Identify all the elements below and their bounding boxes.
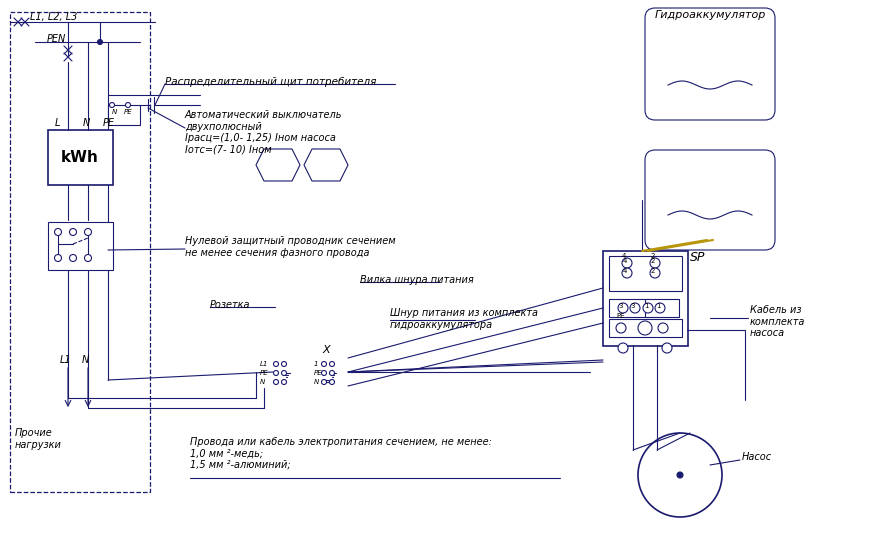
Circle shape — [274, 371, 279, 375]
Text: 4: 4 — [623, 258, 628, 264]
Text: L1: L1 — [260, 361, 268, 367]
Circle shape — [126, 103, 130, 107]
Text: Кабель из
комплекта
насоса: Кабель из комплекта насоса — [750, 305, 805, 338]
Text: N: N — [260, 379, 265, 385]
Bar — [108, 105, 140, 125]
Circle shape — [650, 258, 660, 268]
Text: 3: 3 — [619, 303, 623, 309]
Circle shape — [322, 380, 327, 384]
Text: 3: 3 — [631, 303, 635, 309]
Text: 1: 1 — [644, 303, 649, 309]
Circle shape — [98, 40, 102, 45]
Bar — [609, 299, 649, 317]
Circle shape — [618, 343, 628, 353]
Polygon shape — [256, 149, 300, 181]
Bar — [10, 12, 150, 492]
Text: 1,5 мм ²-алюминий;: 1,5 мм ²-алюминий; — [190, 460, 291, 470]
Text: 2: 2 — [651, 268, 656, 274]
Bar — [603, 251, 688, 346]
Text: Автоматический выключатель
двухполюсный
Iрасц=(1,0- 1,25) Iном насоса
Iотс=(7- 1: Автоматический выключатель двухполюсный … — [185, 110, 343, 155]
Text: PE: PE — [617, 313, 625, 319]
Circle shape — [622, 268, 632, 278]
Circle shape — [630, 303, 640, 313]
Circle shape — [655, 303, 665, 313]
Text: Гидроаккумулятор: Гидроаккумулятор — [655, 10, 766, 20]
Bar — [48, 130, 113, 185]
Text: PE: PE — [314, 370, 323, 376]
Text: N: N — [83, 118, 90, 128]
Bar — [609, 319, 682, 337]
Text: Провода или кабель электропитания сечением, не менее:: Провода или кабель электропитания сечени… — [190, 437, 492, 447]
Text: Розетка: Розетка — [210, 300, 251, 310]
Text: 2: 2 — [651, 258, 656, 264]
Text: L: L — [55, 118, 60, 128]
Text: kWh: kWh — [61, 149, 99, 164]
Text: L1, L2, L3: L1, L2, L3 — [30, 12, 78, 22]
Text: Насос: Насос — [742, 452, 772, 462]
Circle shape — [650, 268, 660, 278]
Circle shape — [638, 321, 652, 335]
Text: 1: 1 — [314, 361, 318, 367]
Bar — [609, 256, 682, 291]
Text: Вилка шнура питания: Вилка шнура питания — [360, 275, 474, 285]
Text: Распределительный щит потребителя: Распределительный щит потребителя — [165, 77, 377, 87]
Circle shape — [70, 229, 77, 236]
Circle shape — [322, 361, 327, 366]
Circle shape — [329, 371, 335, 375]
Text: 4: 4 — [623, 268, 628, 274]
Text: Прочие
нагрузки: Прочие нагрузки — [15, 428, 62, 449]
Text: PE: PE — [124, 109, 133, 115]
Text: PE: PE — [260, 370, 268, 376]
Circle shape — [658, 323, 668, 333]
Text: SP: SP — [690, 251, 705, 264]
Circle shape — [281, 361, 287, 366]
Text: Шнур питания из комплекта
гидроаккумулятора: Шнур питания из комплекта гидроаккумулят… — [390, 308, 538, 330]
Circle shape — [618, 303, 628, 313]
Circle shape — [622, 258, 632, 268]
Circle shape — [677, 472, 683, 478]
Text: N: N — [82, 355, 89, 365]
Circle shape — [329, 361, 335, 366]
Circle shape — [54, 229, 61, 236]
Circle shape — [54, 255, 61, 262]
Text: 2: 2 — [651, 253, 656, 259]
FancyBboxPatch shape — [645, 150, 775, 250]
Bar — [645, 299, 679, 317]
Text: 1: 1 — [656, 303, 660, 309]
Text: Нулевой защитный проводник сечением
не менее сечения фазного провода: Нулевой защитный проводник сечением не м… — [185, 236, 396, 258]
Circle shape — [281, 371, 287, 375]
Circle shape — [70, 255, 77, 262]
Text: L1: L1 — [60, 355, 72, 365]
Circle shape — [85, 229, 92, 236]
Text: N: N — [314, 379, 319, 385]
Circle shape — [322, 371, 327, 375]
FancyBboxPatch shape — [645, 8, 775, 120]
Text: N: N — [112, 109, 117, 115]
Circle shape — [616, 323, 626, 333]
Circle shape — [85, 255, 92, 262]
Circle shape — [329, 380, 335, 384]
Circle shape — [274, 361, 279, 366]
Polygon shape — [304, 149, 348, 181]
Text: X: X — [323, 345, 329, 355]
Circle shape — [662, 343, 672, 353]
Circle shape — [281, 380, 287, 384]
Bar — [48, 222, 113, 270]
Text: PEN: PEN — [47, 34, 66, 44]
Circle shape — [109, 103, 114, 107]
Text: 4: 4 — [621, 253, 626, 259]
Circle shape — [643, 303, 653, 313]
Circle shape — [274, 380, 279, 384]
Text: 1,0 мм ²-медь;: 1,0 мм ²-медь; — [190, 449, 263, 459]
Text: PE: PE — [103, 118, 115, 128]
